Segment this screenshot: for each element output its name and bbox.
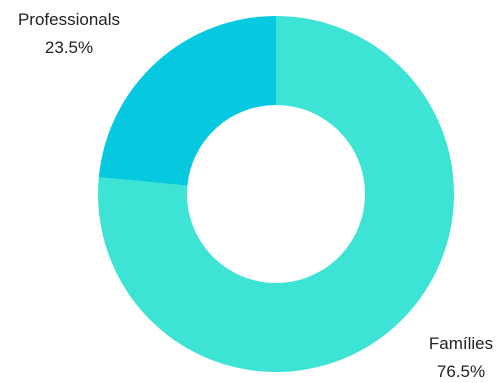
slice-label-families: Famílies <box>429 334 493 353</box>
slice-value-families: 76.5% <box>437 362 485 381</box>
donut-slice-fam-lies <box>98 16 455 373</box>
donut-slices <box>98 16 455 373</box>
slice-label-professionals: Professionals <box>18 10 120 29</box>
slice-value-professionals: 23.5% <box>45 38 93 57</box>
donut-slice-professionals <box>98 16 276 186</box>
